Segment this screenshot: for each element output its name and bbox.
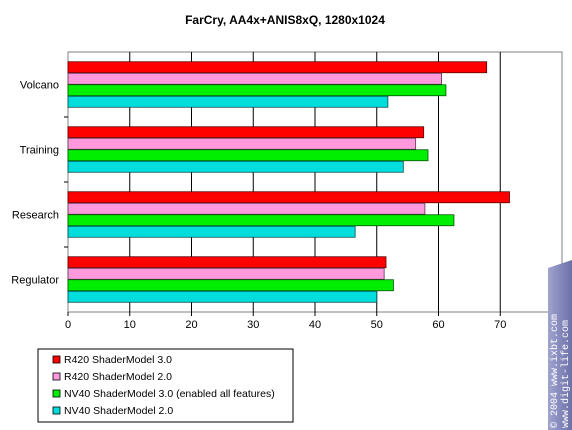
legend-swatch-3 [52,406,61,415]
plot-area: 01020304050607080 VolcanoTrainingResearc… [11,51,568,331]
bar-research-series-2 [67,214,455,227]
bar-training-series-0 [67,126,425,139]
x-tick-label-60: 60 [432,319,444,331]
watermark-line-2: www.digit-life.com [560,320,572,428]
category-label: Regulator [11,275,59,287]
bars [67,61,510,303]
bar-training-series-1 [67,137,417,150]
watermark-badge [548,260,572,430]
bar-volcano-series-1 [67,72,442,85]
legend-label-3: NV40 ShaderModel 2.0 [64,405,173,417]
bar-volcano-series-0 [67,61,488,74]
x-tick-label-30: 30 [247,319,259,331]
legend-label-0: R420 ShaderModel 3.0 [64,354,172,366]
x-tick-label-20: 20 [185,319,197,331]
legend-box [37,348,294,423]
category-label: Research [12,210,59,222]
legend-swatch-2 [52,389,61,398]
bar-research-series-1 [67,202,426,215]
bar-training-series-2 [67,149,429,162]
x-tick-label-0: 0 [65,319,71,331]
x-tick-label-70: 70 [494,319,506,331]
legend: R420 ShaderModel 3.0 R420 ShaderModel 2.0… [37,348,294,423]
x-tick-label-10: 10 [124,319,136,331]
category-label: Volcano [20,80,59,92]
bar-volcano-series-2 [67,84,447,97]
watermark-line-1: © 2004 www.ixbt.com [549,314,561,428]
bar-regulator-series-1 [67,267,385,280]
x-tick-label-50: 50 [371,319,383,331]
chart-title: FarCry, AA4x+ANIS8xQ, 1280x1024 [185,13,385,27]
category-labels: Volcano Training Research Regulator [11,80,59,287]
bar-regulator-series-0 [67,256,387,269]
bar-regulator-series-3 [67,290,378,303]
legend-swatch-0 [52,355,61,364]
legend-label-2: NV40 ShaderModel 3.0 (enabled all featur… [64,388,275,400]
legend-label-1: R420 ShaderModel 2.0 [64,371,172,383]
bar-research-series-3 [67,225,356,238]
watermark: © 2004 www.ixbt.com www.digit-life.com [548,260,572,430]
x-tick-label-40: 40 [309,319,321,331]
bar-volcano-series-3 [67,95,389,108]
bar-regulator-series-2 [67,279,394,292]
category-label: Training [20,145,59,157]
bar-research-series-0 [67,191,510,204]
bar-training-series-3 [67,160,404,173]
legend-swatch-1 [52,372,61,381]
